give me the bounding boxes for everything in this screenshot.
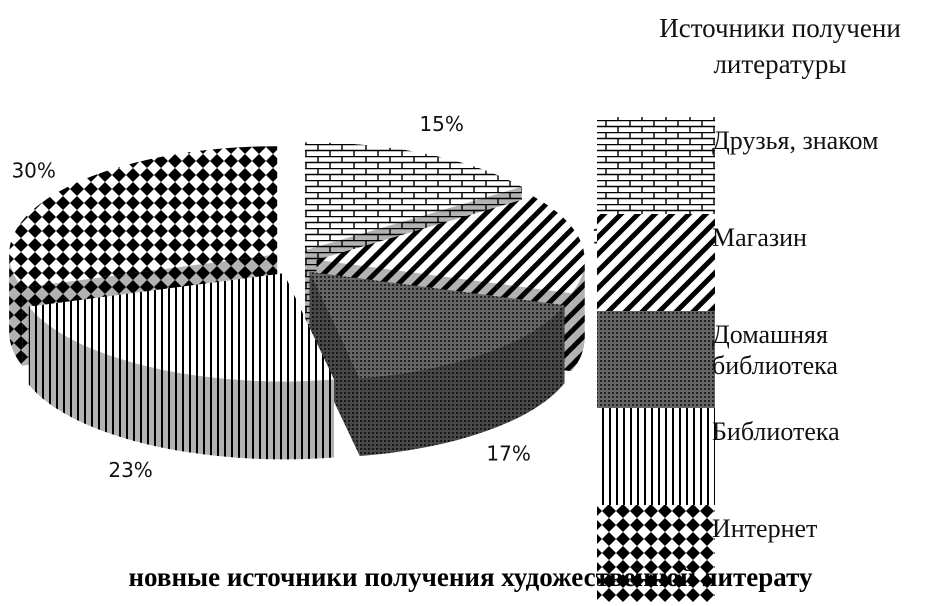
legend-label: Домашняя библиотека <box>712 320 838 381</box>
slice-shade <box>309 271 360 456</box>
pie: 15%15%17%23%30% <box>9 112 636 482</box>
legend-title: Источники получени литературы <box>659 13 901 80</box>
data-label: 30% <box>11 159 55 183</box>
slice-side <box>359 305 565 456</box>
slice-side <box>28 306 335 460</box>
slice-side <box>9 254 23 366</box>
slice-side <box>309 271 360 456</box>
slice <box>309 271 565 378</box>
slice-shade <box>28 306 335 460</box>
data-label: 23% <box>108 458 152 482</box>
legend <box>597 117 715 602</box>
slice-shade <box>571 259 585 372</box>
data-label: 15% <box>419 112 463 136</box>
legend-label: Магазин <box>712 223 807 252</box>
slice-side <box>571 259 585 372</box>
slice <box>316 196 585 294</box>
legend-swatch <box>597 311 715 408</box>
legend-swatch <box>597 117 715 214</box>
slice-shade <box>359 305 565 456</box>
legend-label: Друзья, знаком <box>712 126 879 155</box>
slice-shade <box>9 254 23 366</box>
legend-swatch <box>597 214 715 311</box>
legend-swatch <box>597 505 715 602</box>
legend-label: Интернет <box>712 514 818 543</box>
slice <box>304 142 522 251</box>
chart-title: новные источники получения художественно… <box>128 562 813 592</box>
data-label: 17% <box>486 441 530 465</box>
slice <box>9 146 278 288</box>
legend-label: Библиотека <box>712 417 840 446</box>
legend-swatch <box>597 408 715 505</box>
slice <box>28 273 335 382</box>
